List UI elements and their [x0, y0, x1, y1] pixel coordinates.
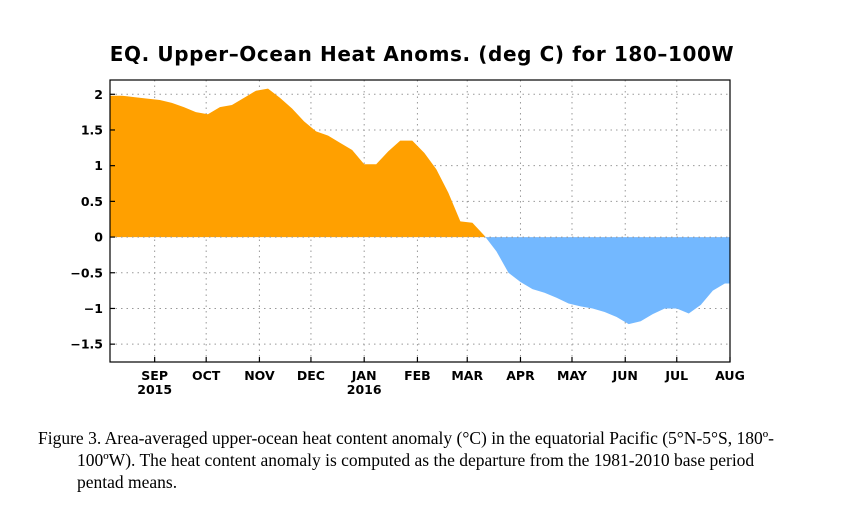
y-tick-label: 1.5 [81, 122, 103, 137]
figure-caption: Figure 3. Area-averaged upper-ocean heat… [38, 427, 838, 493]
y-tick-label: 0 [94, 230, 103, 245]
x-tick-label: APR [506, 368, 535, 383]
x-tick-label: MAY [557, 368, 588, 383]
y-tick-label: 2 [94, 87, 103, 102]
x-tick-label: SEP [141, 368, 168, 383]
x-tick-label: JAN [351, 368, 377, 383]
y-tick-label: −0.5 [70, 265, 103, 280]
y-tick-label: −1 [84, 301, 103, 316]
x-tick-label: OCT [192, 368, 221, 383]
negative-anomaly-area [485, 237, 730, 325]
x-tick-label: MAR [451, 368, 483, 383]
y-tick-label: 0.5 [81, 194, 103, 209]
x-tick-label: FEB [404, 368, 431, 383]
caption-line-1: Figure 3. Area-averaged upper-ocean heat… [38, 428, 775, 448]
y-tick-label: 1 [94, 158, 103, 173]
positive-anomaly-area [110, 88, 486, 238]
x-tick-year-label: 2016 [347, 382, 382, 397]
caption-line-3: pentad means. [77, 472, 178, 492]
x-tick-label: JUL [664, 368, 688, 383]
x-tick-label: AUG [715, 368, 745, 383]
y-tick-label: −1.5 [70, 337, 103, 352]
plot-frame [109, 79, 731, 363]
x-tick-label: DEC [297, 368, 325, 383]
x-tick-label: NOV [244, 368, 275, 383]
chart-title: EQ. Upper–Ocean Heat Anoms. (deg C) for … [109, 42, 735, 66]
x-tick-label: JUN [612, 368, 638, 383]
x-tick-year-label: 2015 [137, 382, 172, 397]
axis-layer [109, 79, 731, 363]
area-layer [110, 88, 730, 325]
caption-line-2: 100ºW). The heat content anomaly is comp… [77, 450, 755, 470]
